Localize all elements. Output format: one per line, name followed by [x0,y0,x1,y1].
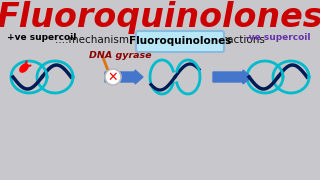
FancyArrow shape [105,70,143,84]
FancyBboxPatch shape [136,31,224,52]
Text: DNA gyrase: DNA gyrase [89,51,151,60]
FancyArrow shape [213,70,251,84]
Ellipse shape [20,64,28,72]
Circle shape [105,69,121,85]
Text: Fluoroquinolones: Fluoroquinolones [129,37,231,46]
Text: ✕: ✕ [108,71,118,84]
Text: ....mechanism, side effects, interactions: ....mechanism, side effects, interaction… [55,35,265,45]
Text: +ve supercoil: +ve supercoil [7,33,77,42]
Text: Fluoroquinolones: Fluoroquinolones [0,1,320,35]
Text: -ve supercoil: -ve supercoil [245,33,311,42]
